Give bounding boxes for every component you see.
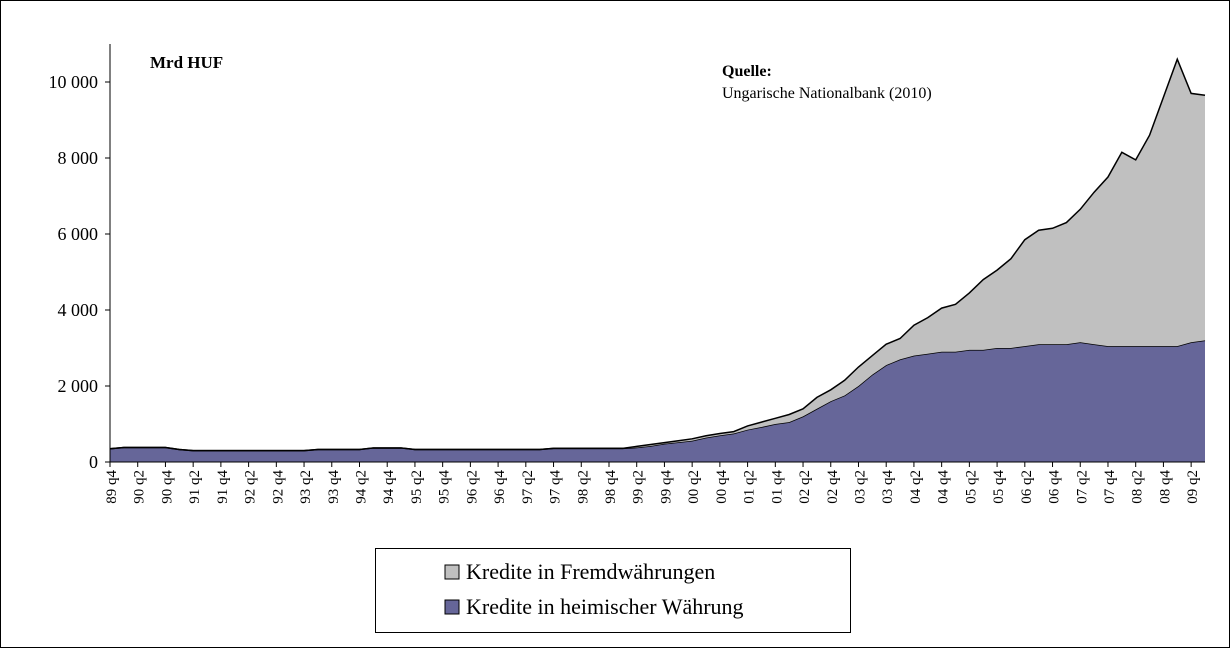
x-tick-label: 00 q2 (686, 470, 702, 504)
x-tick-label: 05 q2 (963, 470, 979, 504)
x-tick-label: 90 q4 (159, 470, 175, 504)
x-tick-label: 91 q2 (187, 470, 203, 504)
legend-swatch (444, 564, 460, 580)
x-tick-label: 02 q4 (825, 470, 841, 504)
x-tick-label: 96 q4 (492, 470, 508, 504)
x-tick-label: 08 q2 (1130, 470, 1146, 504)
x-tick-label: 01 q2 (742, 470, 758, 504)
x-tick-label: 89 q4 (104, 470, 120, 504)
x-tick-label: 99 q2 (631, 470, 647, 504)
x-tick-label: 01 q4 (769, 470, 785, 504)
x-tick-label: 95 q2 (409, 470, 425, 504)
x-tick-label: 99 q4 (658, 470, 674, 504)
x-tick-label: 94 q2 (353, 470, 369, 504)
x-tick-label: 06 q2 (1019, 470, 1035, 504)
y-tick-label: 2 000 (58, 376, 99, 396)
legend-label: Kredite in heimischer Währung (466, 594, 744, 619)
unit-label: Mrd HUF (150, 53, 223, 72)
x-tick-label: 06 q4 (1047, 470, 1063, 504)
x-tick-label: 02 q2 (797, 470, 813, 504)
x-tick-label: 07 q2 (1074, 470, 1090, 504)
source-text: Ungarische Nationalbank (2010) (722, 85, 932, 102)
x-tick-label: 94 q4 (381, 470, 397, 504)
x-tick-label: 08 q4 (1157, 470, 1173, 504)
x-tick-label: 07 q4 (1102, 470, 1118, 504)
x-tick-label: 93 q4 (326, 470, 342, 504)
area (110, 340, 1205, 462)
legend-swatch (444, 599, 460, 615)
x-tick-label: 98 q4 (603, 470, 619, 504)
x-tick-label: 97 q4 (548, 470, 564, 504)
x-tick-label: 04 q2 (908, 470, 924, 504)
x-tick-label: 93 q2 (298, 470, 314, 504)
y-tick-label: 4 000 (58, 300, 99, 320)
x-tick-label: 95 q4 (437, 470, 453, 504)
legend-label: Kredite in Fremdwährungen (466, 559, 715, 584)
x-tick-label: 05 q4 (991, 470, 1007, 504)
x-tick-label: 90 q2 (132, 470, 148, 504)
x-tick-label: 09 q2 (1185, 470, 1201, 504)
x-tick-label: 97 q2 (520, 470, 536, 504)
y-tick-label: 10 000 (49, 72, 99, 92)
x-tick-label: 03 q4 (880, 470, 896, 504)
x-tick-label: 00 q4 (714, 470, 730, 504)
source-title: Quelle: (722, 63, 772, 80)
x-tick-label: 92 q2 (243, 470, 259, 504)
x-tick-label: 04 q4 (936, 470, 952, 504)
y-tick-label: 6 000 (58, 224, 99, 244)
x-tick-label: 92 q4 (270, 470, 286, 504)
legend-box (375, 548, 851, 633)
area-edge (109, 57, 1206, 452)
area (110, 59, 1205, 451)
x-tick-label: 03 q2 (852, 470, 868, 504)
x-tick-label: 98 q2 (575, 470, 591, 504)
x-tick-label: 91 q4 (215, 470, 231, 504)
x-tick-label: 96 q2 (464, 470, 480, 504)
y-tick-label: 0 (89, 452, 98, 472)
y-tick-label: 8 000 (58, 148, 99, 168)
plot: 0 2 000 4 000 6 000 8 000 10 000 89 q4 90 q2 90 … (49, 44, 1206, 504)
